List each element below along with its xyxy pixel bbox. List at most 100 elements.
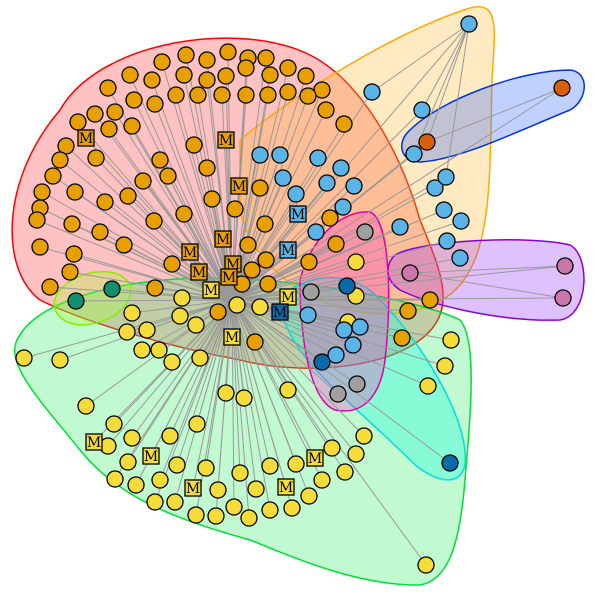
node bbox=[209, 481, 227, 499]
node bbox=[317, 101, 335, 119]
node bbox=[441, 454, 459, 472]
hulls bbox=[11, 6, 585, 586]
node bbox=[151, 151, 169, 169]
node bbox=[246, 333, 264, 351]
node bbox=[171, 307, 189, 325]
node bbox=[185, 136, 203, 154]
node bbox=[123, 429, 141, 447]
edge bbox=[114, 299, 233, 480]
node bbox=[313, 471, 331, 489]
marker-node bbox=[184, 479, 202, 497]
edge bbox=[108, 128, 233, 301]
node bbox=[261, 501, 279, 519]
node bbox=[299, 306, 317, 324]
edge bbox=[107, 299, 233, 447]
node bbox=[401, 264, 419, 282]
node bbox=[225, 498, 243, 516]
node bbox=[321, 209, 339, 227]
edge bbox=[133, 99, 233, 301]
node bbox=[334, 198, 352, 216]
node bbox=[161, 427, 179, 445]
edge bbox=[231, 299, 427, 566]
node bbox=[33, 183, 51, 201]
edge bbox=[75, 299, 233, 302]
node bbox=[166, 493, 184, 511]
node bbox=[44, 167, 62, 185]
marker-label: M bbox=[281, 290, 295, 306]
node bbox=[15, 349, 33, 367]
node bbox=[307, 223, 325, 241]
edge bbox=[129, 74, 233, 301]
node bbox=[237, 59, 255, 77]
node bbox=[67, 292, 85, 310]
node bbox=[323, 439, 341, 457]
node bbox=[51, 351, 69, 369]
node bbox=[355, 427, 373, 445]
node bbox=[105, 415, 123, 433]
marker-node bbox=[220, 268, 238, 286]
node bbox=[300, 253, 318, 271]
edge bbox=[231, 299, 287, 488]
edge bbox=[445, 23, 470, 178]
node bbox=[146, 95, 164, 113]
edge bbox=[179, 299, 233, 317]
marker-node bbox=[142, 447, 160, 465]
node bbox=[271, 146, 289, 164]
marker-node bbox=[190, 263, 208, 281]
marker-label: M bbox=[216, 232, 230, 248]
edge bbox=[41, 191, 233, 301]
edge bbox=[371, 23, 470, 93]
node bbox=[146, 493, 164, 511]
node bbox=[300, 487, 318, 505]
node bbox=[106, 470, 124, 488]
node bbox=[118, 323, 136, 341]
node bbox=[134, 172, 152, 190]
orange-hull bbox=[239, 6, 496, 315]
node bbox=[197, 459, 215, 477]
node bbox=[240, 509, 258, 527]
node bbox=[87, 149, 105, 167]
edge bbox=[231, 109, 423, 301]
node bbox=[313, 353, 331, 371]
edge bbox=[413, 23, 470, 155]
edge bbox=[421, 23, 470, 111]
node bbox=[228, 296, 246, 314]
cyan-hull bbox=[280, 277, 467, 481]
node bbox=[91, 223, 109, 241]
node bbox=[235, 389, 253, 407]
node bbox=[261, 457, 279, 475]
node bbox=[66, 183, 84, 201]
node bbox=[123, 117, 141, 135]
node bbox=[251, 298, 269, 316]
node bbox=[426, 179, 444, 197]
node bbox=[345, 177, 363, 195]
node bbox=[163, 255, 181, 273]
edge bbox=[231, 299, 358, 385]
node bbox=[451, 249, 469, 267]
edge bbox=[159, 299, 233, 481]
node bbox=[438, 232, 456, 250]
edge bbox=[49, 286, 233, 301]
edge bbox=[231, 87, 563, 301]
edge bbox=[409, 265, 566, 274]
node bbox=[279, 381, 297, 399]
edge bbox=[426, 23, 470, 143]
edge bbox=[231, 299, 337, 356]
edge bbox=[36, 219, 233, 301]
marker-node bbox=[223, 328, 241, 346]
node bbox=[309, 149, 327, 167]
node bbox=[125, 91, 143, 109]
node bbox=[287, 185, 305, 203]
node bbox=[318, 174, 336, 192]
node bbox=[121, 66, 139, 84]
node bbox=[145, 212, 163, 230]
node bbox=[347, 445, 365, 463]
edge bbox=[131, 299, 233, 439]
node bbox=[209, 303, 227, 321]
edge bbox=[154, 103, 233, 301]
node bbox=[191, 349, 209, 367]
node bbox=[399, 302, 417, 320]
node bbox=[279, 83, 297, 101]
node bbox=[405, 145, 423, 163]
node bbox=[61, 263, 79, 281]
